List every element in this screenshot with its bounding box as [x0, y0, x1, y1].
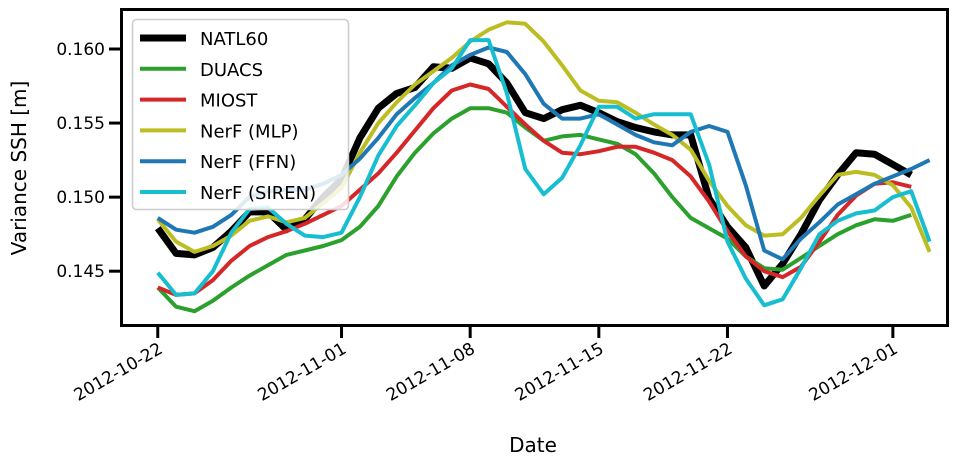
legend-label-5: NerF (SIREN) [200, 183, 316, 204]
x-axis-title: Date [509, 433, 557, 457]
legend: NATL60 DUACS MIOST NerF (MLP) NerF (FFN) NerF… [131, 18, 350, 211]
x-tick-label: 2012-11-01 [254, 339, 350, 406]
plot-frame [120, 8, 949, 327]
x-axis: 2012-10-22 2012-11-01 2012-11-08 2012-11-15… [71, 326, 902, 406]
legend-box [131, 18, 350, 211]
series-line-5 [156, 38, 932, 308]
legend-label-4: NerF (FFN) [200, 152, 296, 173]
y-tick-label: 0.145 [56, 262, 105, 282]
y-tick-label: 0.150 [56, 188, 105, 208]
legend-label-0: NATL60 [200, 29, 268, 50]
x-tick-label: 2012-11-22 [640, 339, 736, 406]
series-line-2 [157, 82, 912, 297]
y-tick-label: 0.160 [56, 40, 105, 60]
y-axis: 0.145 0.150 0.155 0.160 [56, 40, 121, 282]
x-tick-label: 2012-11-15 [512, 339, 608, 406]
series-line-0 [154, 54, 913, 290]
y-axis-title: Variance SSH [m] [7, 81, 31, 256]
legend-label-2: MIOST [200, 91, 258, 112]
x-tick-label: 2012-12-01 [806, 339, 902, 406]
x-tick-label: 2012-10-22 [71, 339, 167, 406]
y-tick-label: 0.155 [56, 114, 105, 134]
x-tick-label: 2012-11-08 [383, 339, 479, 406]
legend-label-3: NerF (MLP) [200, 121, 298, 142]
legend-label-1: DUACS [200, 60, 263, 81]
